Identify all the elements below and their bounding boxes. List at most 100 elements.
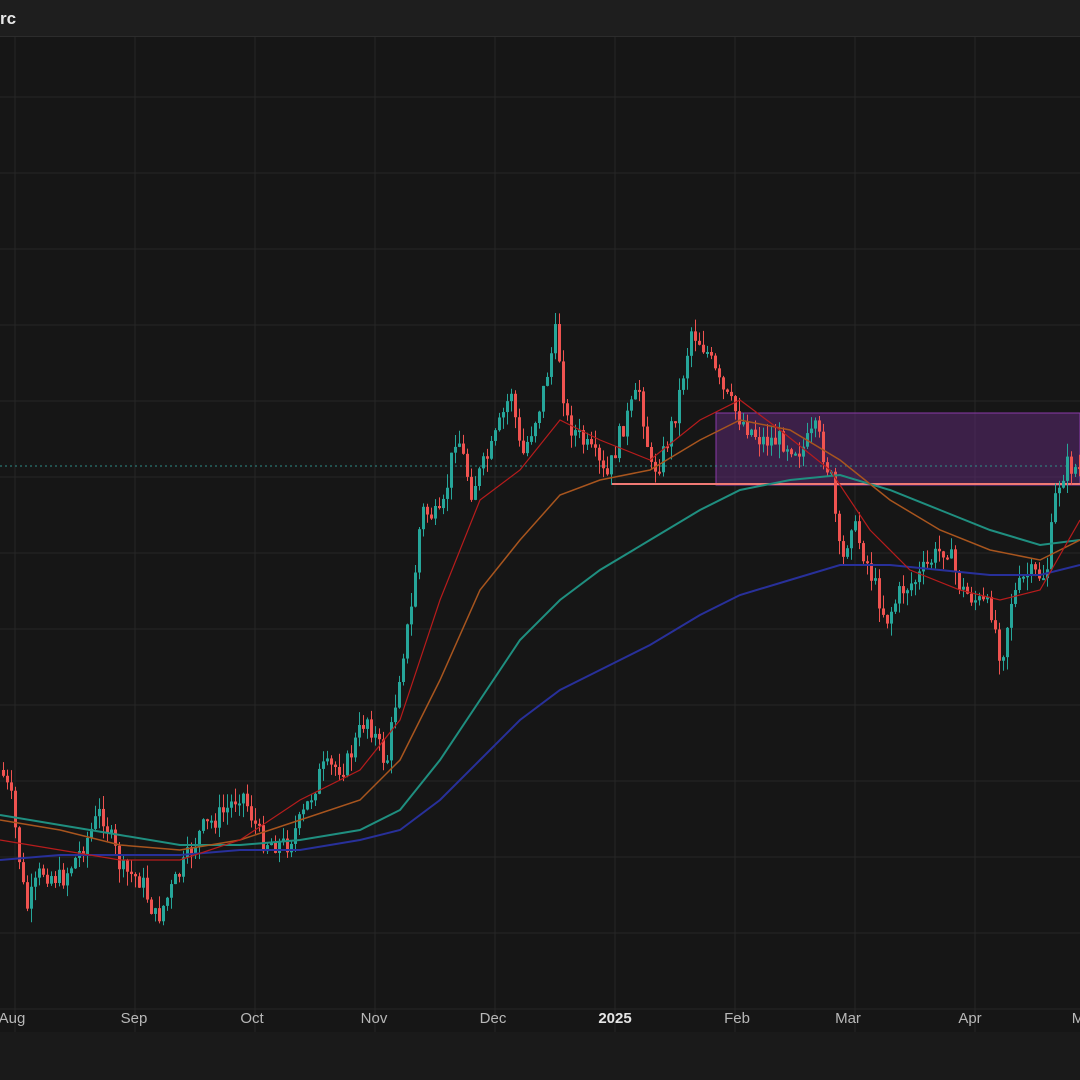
candle [350,745,353,771]
candle [394,694,397,729]
candle [246,784,249,812]
candle [722,375,725,400]
candle-body [58,869,61,884]
candle-body [982,596,985,600]
candle-body [294,828,297,844]
candle [454,435,457,464]
candle [210,815,213,829]
candle-body [394,707,397,723]
candle [18,826,21,870]
x-tick-label: M [1072,1010,1080,1027]
moving-average-slow-line [0,473,1080,846]
candle [646,416,649,448]
candle-body [46,874,49,884]
candle-body [1042,578,1045,581]
candle-body [562,361,565,404]
candle [526,436,529,457]
candle [538,410,541,429]
candle-body [922,561,925,572]
candle-body [322,761,325,769]
x-tick-label: Oct [240,1010,264,1027]
candle-body [1058,487,1061,494]
candle-body [514,393,517,418]
candle [138,872,141,889]
candle-body [302,809,305,815]
candle-body [618,426,621,459]
candle-body [686,355,689,379]
candle-body [258,823,261,826]
x-axis-bar [0,1032,1080,1080]
price-chart[interactable]: Aug Sep Oct Nov Dec 2025 Feb Mar Apr M [0,37,1080,1032]
candle [1074,463,1077,477]
x-axis [0,1032,1080,1080]
candle-body [510,393,513,402]
candle-body [834,471,837,514]
moving-average-fast-line [0,399,1080,861]
candle-body [1078,467,1080,470]
candle [590,431,593,448]
candle [366,717,369,739]
candle [326,750,329,766]
candle-body [182,857,185,877]
candle-body [158,908,161,922]
candle-body [754,429,757,438]
candle-body [218,807,221,828]
candle [1006,626,1009,670]
candle-body [434,506,437,519]
candle-body [498,417,501,431]
candle [1054,483,1057,524]
candle-body [350,753,353,758]
candle [562,350,565,417]
candle-body [746,422,749,436]
candle-body [118,845,121,870]
candle [990,590,993,623]
candle [794,451,797,456]
candle [550,347,553,385]
candle-body [726,389,729,392]
candle-body [678,389,681,424]
x-tick-label: Apr [958,1010,981,1027]
candle-body [886,614,889,624]
candle-body [774,437,777,445]
candle [730,383,733,401]
candle [882,595,885,618]
candle-body [858,521,861,544]
symbol-label[interactable]: rc [0,9,17,28]
candle [586,432,589,450]
candle-body [130,871,133,875]
candle-body [1066,456,1069,481]
candle-body [718,368,721,378]
chart-area[interactable]: Aug Sep Oct Nov Dec 2025 Feb Mar Apr M [0,37,1080,1032]
candle-body [658,471,661,474]
candle-body [70,868,73,874]
candle [226,794,229,825]
candle [998,622,1001,675]
candle [418,526,421,580]
candle-body [546,376,549,386]
candle-body [426,506,429,515]
candle [942,550,945,570]
candle-body [398,682,401,708]
candle-body [954,549,957,572]
candle-body [166,897,169,906]
candle [638,380,641,402]
candle [230,794,233,818]
candle [486,448,489,472]
candle-body [670,421,673,447]
candle [406,623,409,664]
candle-body [186,847,189,858]
candle-body [1026,575,1029,578]
candle [890,606,893,636]
candle-body [526,441,529,454]
candle [738,397,741,431]
candle-body [474,485,477,500]
candle-body [590,439,593,445]
candle-body [26,882,29,909]
candle [1010,593,1013,641]
candle [94,805,97,831]
candle [106,817,109,842]
candle-body [794,453,797,456]
candle [594,430,597,457]
candle-body [702,344,705,353]
candle [662,436,665,477]
